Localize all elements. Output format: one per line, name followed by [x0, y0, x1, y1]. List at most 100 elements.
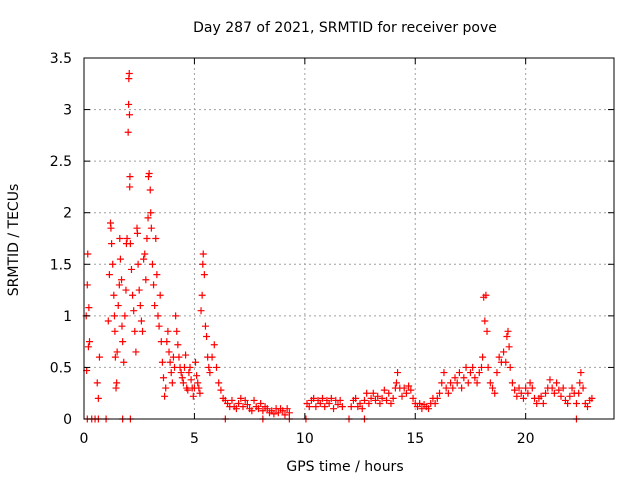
data-point [407, 386, 415, 394]
x-tick-label: 0 [80, 431, 89, 447]
data-point [471, 374, 479, 382]
data-point [118, 276, 126, 284]
x-axis-label: GPS time / hours [286, 459, 403, 475]
data-point [416, 400, 424, 408]
data-point [210, 341, 218, 349]
data-point [193, 372, 201, 380]
data-point [147, 209, 155, 217]
data-point [177, 369, 185, 377]
data-point [389, 394, 397, 402]
data-point [139, 327, 147, 335]
data-point [369, 389, 377, 397]
data-point [144, 214, 152, 222]
data-point [325, 400, 333, 408]
data-point [584, 403, 591, 411]
data-point [206, 369, 214, 377]
data-point [526, 379, 534, 387]
data-point [546, 376, 554, 384]
data-point [502, 358, 510, 366]
data-point [576, 379, 584, 387]
data-point [484, 363, 492, 371]
data-point [250, 396, 258, 404]
data-point [466, 369, 474, 377]
data-point [143, 235, 151, 242]
data-point [398, 392, 406, 400]
data-point [438, 379, 446, 387]
data-point [178, 374, 186, 382]
data-point [166, 358, 174, 366]
data-point [436, 389, 444, 397]
data-point [124, 128, 132, 136]
data-point [203, 332, 211, 340]
data-point [447, 379, 455, 387]
data-point [104, 317, 112, 325]
data-point [491, 389, 499, 397]
data-point [548, 384, 556, 392]
y-tick-label: 2.5 [50, 154, 72, 170]
data-point [425, 405, 432, 413]
data-point [449, 384, 457, 392]
data-point [517, 389, 525, 397]
data-point [312, 403, 320, 411]
data-point [365, 400, 373, 408]
data-point [374, 392, 382, 400]
data-point [184, 386, 192, 394]
data-point [155, 322, 163, 330]
data-point [356, 400, 364, 408]
data-point [483, 327, 491, 335]
data-point [564, 400, 572, 408]
data-point [131, 327, 139, 335]
data-point [148, 260, 156, 268]
data-point [528, 384, 536, 392]
data-point [579, 384, 587, 392]
data-point [141, 250, 149, 258]
data-point [515, 384, 523, 392]
data-point [111, 353, 119, 361]
data-point [453, 379, 461, 387]
data-point [559, 384, 567, 392]
data-point [519, 394, 527, 402]
data-point [84, 343, 92, 351]
data-point [163, 338, 171, 346]
data-point [125, 111, 133, 119]
data-point [217, 386, 225, 394]
data-point [134, 260, 142, 268]
plot-frame [83, 57, 615, 420]
data-point [503, 332, 511, 340]
data-point [192, 358, 200, 366]
data-point [495, 353, 503, 361]
data-point [522, 384, 530, 392]
data-point [360, 396, 368, 404]
data-point [367, 394, 375, 402]
data-point [135, 286, 143, 294]
data-point [186, 363, 194, 371]
data-point [433, 394, 441, 402]
data-point [130, 307, 138, 315]
data-point [358, 405, 366, 413]
data-point [84, 250, 92, 258]
data-point [140, 255, 148, 263]
data-point [460, 374, 468, 382]
data-point [506, 363, 514, 371]
data-point [153, 271, 161, 279]
data-point [154, 312, 162, 320]
data-point [86, 338, 94, 346]
y-tick-label: 1 [63, 309, 72, 325]
data-point [109, 260, 117, 268]
data-point [121, 312, 129, 320]
data-point [347, 403, 355, 411]
data-point [125, 69, 133, 77]
data-point [405, 382, 413, 390]
y-tick-label: 1.5 [50, 257, 72, 273]
data-point [394, 369, 402, 377]
data-point [383, 396, 391, 404]
data-point [145, 170, 153, 178]
data-point [174, 341, 182, 349]
data-point [451, 374, 459, 382]
data-point [151, 302, 159, 310]
data-point [137, 317, 145, 325]
data-point [431, 400, 439, 408]
data-point [513, 392, 521, 400]
